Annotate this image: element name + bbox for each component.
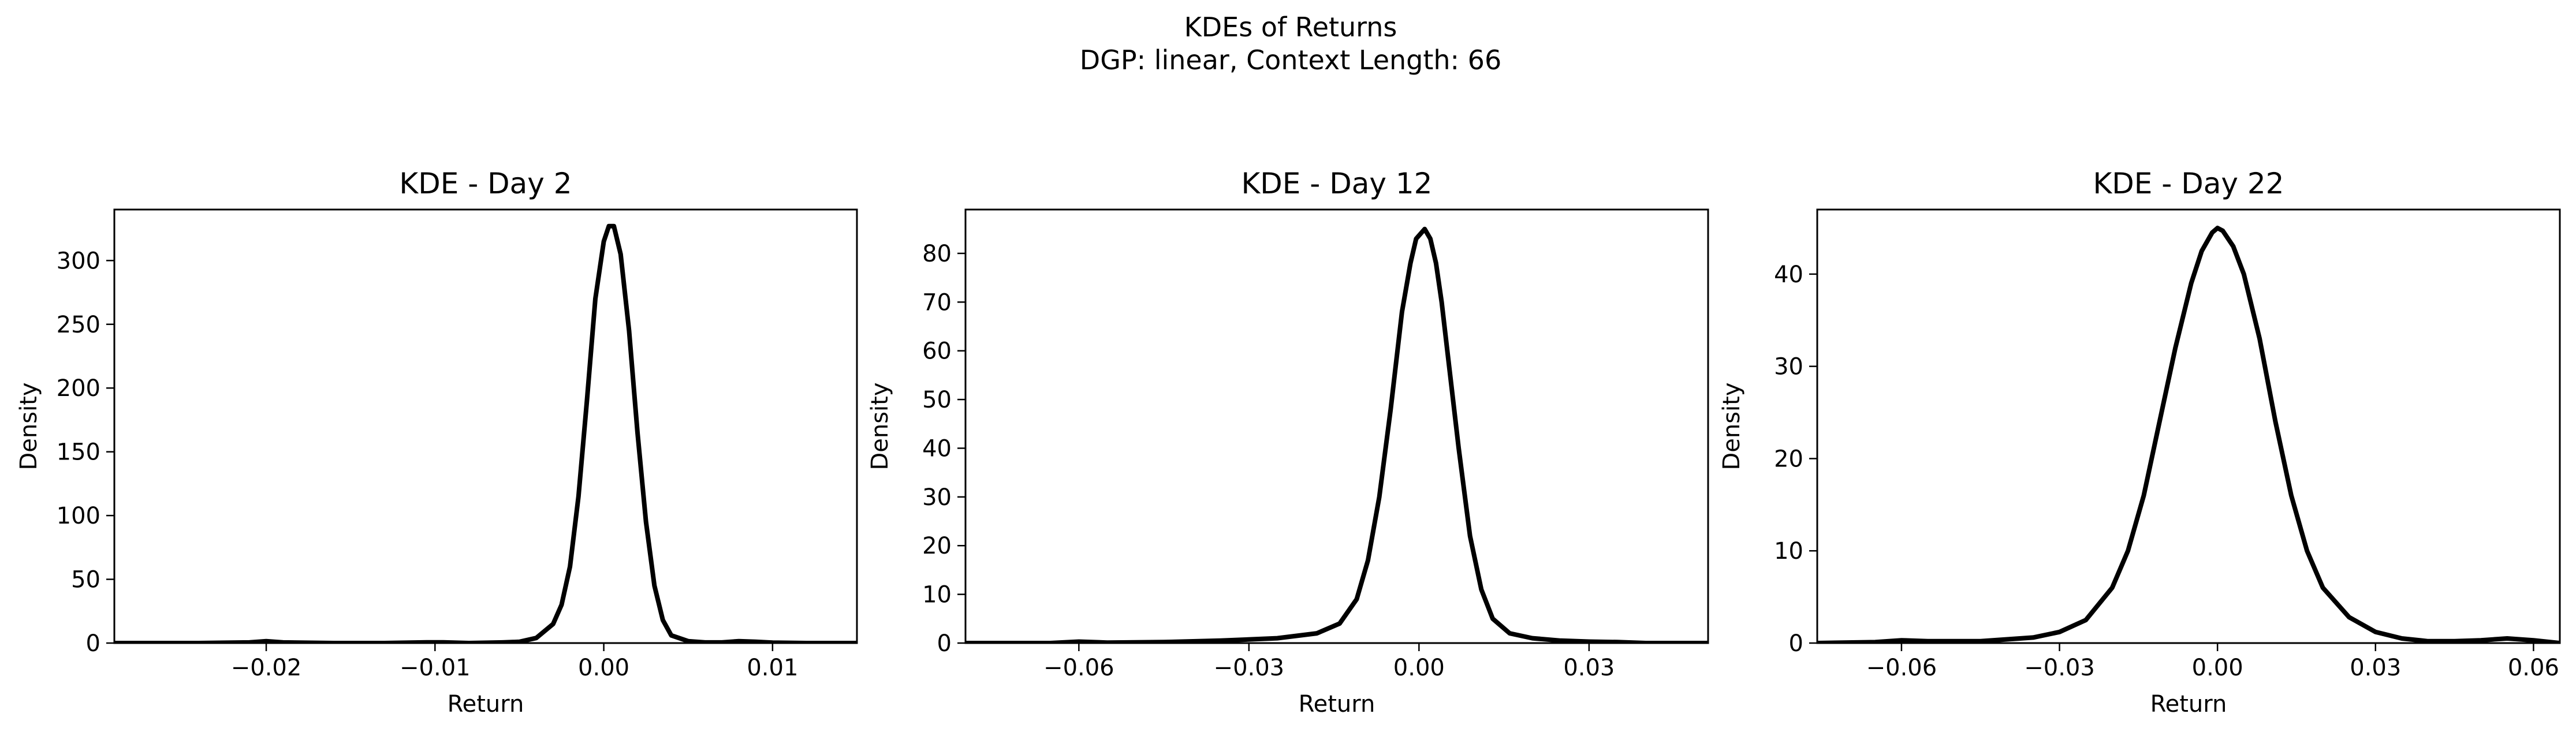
x-tick-label: 0.00 bbox=[578, 655, 629, 681]
y-tick-label: 50 bbox=[71, 567, 100, 593]
subplot-day-2: −0.06 −0.03 0.00 0.03 0 10 20 30 40 50 60 70 80 KDE -… bbox=[867, 167, 1709, 718]
x-axis-label: Return bbox=[448, 691, 524, 718]
y-tick-label: 20 bbox=[1774, 446, 1803, 472]
y-tick-label: 70 bbox=[922, 289, 952, 316]
x-tick-label: 0.01 bbox=[747, 655, 798, 681]
axes-frame bbox=[1816, 208, 2561, 644]
x-tick-label: −0.03 bbox=[1214, 655, 1285, 681]
y-tick-label: 150 bbox=[57, 439, 100, 466]
y-tick-label: 10 bbox=[1774, 538, 1803, 565]
x-tick-label: −0.02 bbox=[231, 655, 302, 681]
y-tick-label: 50 bbox=[922, 387, 952, 413]
y-tick-label: 20 bbox=[922, 533, 952, 559]
axes-frame bbox=[964, 208, 1709, 644]
y-tick-label: 30 bbox=[922, 484, 952, 511]
x-tick-label: −0.01 bbox=[400, 655, 471, 681]
kde-curve bbox=[965, 226, 1708, 643]
subplots: −0.02 −0.01 0.00 0.01050100150200250300KDE … bbox=[16, 167, 2561, 718]
figure-title-line1: KDEs of Returns bbox=[1184, 12, 1397, 43]
subplot-day-1: −0.02 −0.01 0.00 0.01 0 50 100 150 200 250 300 KDE … bbox=[16, 167, 858, 718]
x-tick-label: 0.00 bbox=[2192, 655, 2243, 681]
y-tick-label: 300 bbox=[57, 248, 100, 274]
y-tick-label: 80 bbox=[922, 241, 952, 267]
x-tick-label: −0.03 bbox=[2024, 655, 2095, 681]
y-tick-label: 100 bbox=[57, 503, 100, 529]
y-tick-label: 60 bbox=[922, 338, 952, 365]
y-axis-label: Density bbox=[867, 382, 893, 470]
x-axis-label: Return bbox=[1299, 691, 1375, 718]
y-tick-label: 200 bbox=[57, 375, 100, 402]
subplot-day-3: −0.06 −0.03 0.00 0.03 0.06 0 10 20 30 40 KDE - Day… bbox=[1718, 167, 2561, 718]
y-tick-label: 10 bbox=[922, 582, 952, 608]
axes-frame bbox=[113, 208, 858, 644]
x-tick-label: 0.03 bbox=[2350, 655, 2401, 681]
subplot-title: KDE - Day 2 bbox=[399, 167, 572, 200]
x-tick-label: 0.06 bbox=[2508, 655, 2559, 681]
x-tick-label: 0.03 bbox=[1563, 655, 1615, 681]
y-tick-label: 250 bbox=[57, 312, 100, 338]
y-axis-label: Density bbox=[1718, 382, 1745, 470]
x-tick-label: −0.06 bbox=[1866, 655, 1937, 681]
y-axis-label: Density bbox=[16, 382, 42, 470]
y-tick-label: 0 bbox=[86, 630, 100, 657]
y-tick-label: 40 bbox=[922, 435, 952, 462]
kde-curve bbox=[1817, 226, 2560, 643]
figure-title-line2: DGP: linear, Context Length: 66 bbox=[1080, 44, 1501, 76]
y-tick-label: 40 bbox=[1774, 261, 1803, 288]
y-tick-label: 0 bbox=[1789, 630, 1803, 657]
subplot-title: KDE - Day 22 bbox=[2093, 167, 2284, 200]
y-tick-label: 30 bbox=[1774, 354, 1803, 380]
x-axis-label: Return bbox=[2150, 691, 2227, 718]
subplot-title: KDE - Day 12 bbox=[1242, 167, 1433, 200]
x-tick-label: −0.06 bbox=[1043, 655, 1114, 681]
x-tick-label: 0.00 bbox=[1393, 655, 1445, 681]
y-tick-label: 0 bbox=[937, 630, 952, 657]
